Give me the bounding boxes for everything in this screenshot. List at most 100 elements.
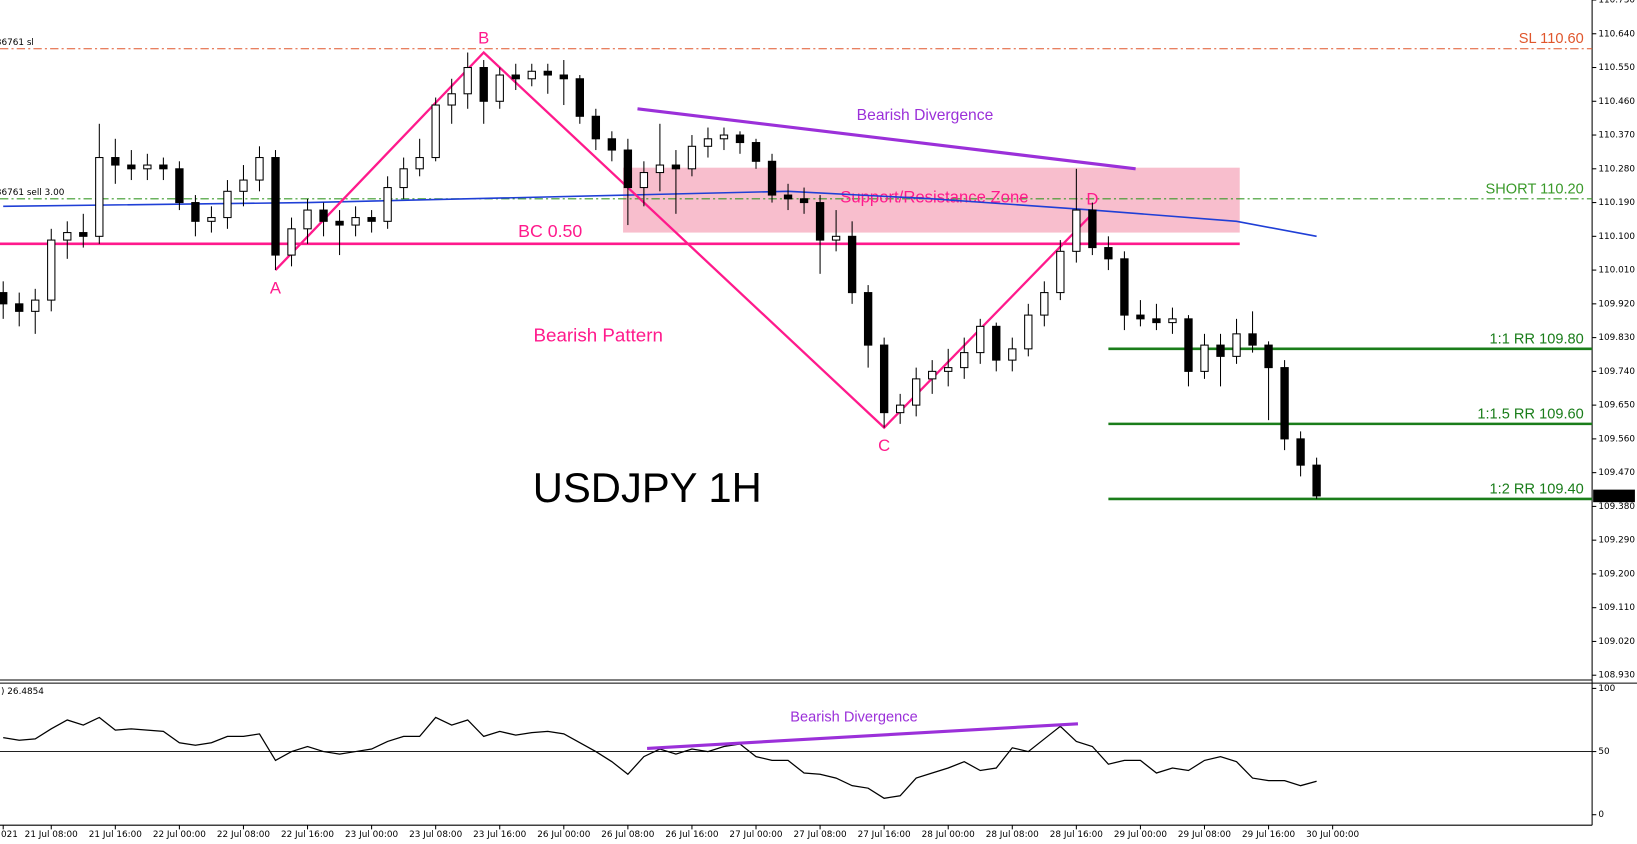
candle-body — [831, 235, 841, 241]
candle-body — [15, 303, 24, 312]
candle-body — [767, 160, 777, 196]
candle-body — [655, 164, 665, 174]
candle-body — [879, 344, 889, 414]
candle-body — [815, 202, 825, 241]
y-tick-label: 109.830 — [1598, 333, 1635, 343]
x-tick-label: 26 Jul 08:00 — [601, 830, 654, 840]
candle-body — [607, 138, 617, 151]
candle-body — [960, 352, 969, 369]
candle-body — [1104, 247, 1113, 260]
candle-body — [367, 217, 376, 222]
bc-label: BC 0.50 — [518, 221, 582, 241]
candle-body — [143, 164, 152, 170]
y-tick-label: 109.380 — [1598, 502, 1635, 512]
y-tick-label: 109.470 — [1598, 468, 1635, 478]
candle-body — [1072, 209, 1081, 252]
candle-body — [287, 228, 296, 256]
y-tick-label: 110.370 — [1598, 131, 1635, 141]
candle-body — [447, 93, 456, 106]
candle-body — [1216, 344, 1225, 357]
y-tick-label: 109.740 — [1598, 367, 1635, 377]
candle-body — [976, 325, 985, 354]
candle-body — [687, 145, 697, 170]
y-tick-label: 109.920 — [1598, 299, 1635, 309]
candle-body — [0, 292, 8, 305]
candle-body — [127, 164, 136, 170]
x-tick-label: 28 Jul 16:00 — [1050, 830, 1103, 840]
x-tick-label: 27 Jul 16:00 — [858, 830, 911, 840]
x-tick-label: 22 Jul 08:00 — [217, 830, 270, 840]
level-label: 1:2 RR 109.40 — [1490, 481, 1584, 497]
y-tick-label: 110.460 — [1598, 97, 1635, 107]
pattern-point-label: D — [1086, 190, 1098, 209]
x-tick-label: 26 Jul 00:00 — [537, 830, 590, 840]
y-tick-label: 109.020 — [1598, 637, 1635, 647]
pattern-point-label: C — [878, 436, 890, 455]
candle-body — [559, 74, 568, 80]
current-price-label: 109.408 — [1596, 491, 1633, 501]
x-tick-label: 23 Jul 16:00 — [473, 830, 526, 840]
chart-title: USDJPY 1H — [533, 464, 762, 511]
candle-body — [799, 198, 809, 204]
candle-body — [319, 209, 328, 222]
x-tick-label: 29 Jul 00:00 — [1114, 830, 1167, 840]
indicator-label: ) 26.4854 — [1, 687, 44, 697]
candle-body — [1312, 464, 1321, 497]
candle-body — [239, 179, 248, 192]
candle-body — [639, 172, 649, 189]
candle-body — [1024, 314, 1033, 350]
level-label: SL 110.60 — [1519, 31, 1584, 47]
candle-body — [95, 157, 104, 237]
x-tick-label: 21 Jul 16:00 — [89, 830, 142, 840]
y-tick-label: 109.290 — [1598, 536, 1635, 546]
candle-body — [1248, 333, 1257, 346]
rsi-divergence-line — [647, 722, 1079, 750]
candle-body — [623, 149, 633, 189]
x-tick-label: 28 Jul 00:00 — [922, 830, 975, 840]
candle-body — [63, 232, 72, 241]
divergence-label: Bearish Divergence — [857, 107, 994, 124]
rsi-y-tick-label: 50 — [1598, 747, 1610, 757]
pattern-label: Bearish Pattern — [534, 324, 663, 345]
candle-body — [495, 74, 504, 102]
x-tick-label: 29 Jul 08:00 — [1178, 830, 1231, 840]
pattern-line — [274, 50, 1094, 430]
y-tick-label: 110.280 — [1598, 164, 1635, 174]
x-tick-label: 22 Jul 16:00 — [281, 830, 334, 840]
pattern-point-label: A — [270, 278, 282, 297]
candle-body — [1296, 438, 1305, 466]
candle-body — [992, 325, 1001, 361]
candle-body — [783, 194, 793, 200]
candle-body — [719, 134, 729, 140]
rsi-divergence-label: Bearish Divergence — [790, 709, 917, 725]
candle-body — [703, 138, 713, 147]
y-tick-label: 109.110 — [1598, 603, 1635, 613]
candle-body — [1264, 344, 1273, 369]
candle-body — [944, 367, 953, 372]
candle-body — [399, 168, 408, 189]
y-tick-label: 110.730 — [1598, 0, 1635, 6]
x-tick-label: 27 Jul 08:00 — [794, 830, 847, 840]
x-tick-label: 23 Jul 08:00 — [409, 830, 462, 840]
x-tick-label: 23 Jul 00:00 — [345, 830, 398, 840]
candle-body — [335, 220, 344, 226]
candle-body — [1008, 348, 1017, 361]
candle-body — [1040, 292, 1049, 316]
candle-body — [303, 209, 312, 230]
candle-body — [928, 370, 937, 380]
y-tick-label: 110.100 — [1598, 232, 1635, 242]
x-tick-label: 30 Jul 00:00 — [1306, 830, 1359, 840]
candle-body — [431, 104, 440, 159]
candle-body — [111, 157, 120, 166]
candle-body — [415, 157, 424, 170]
y-tick-label: 109.560 — [1598, 434, 1635, 444]
x-tick-label: 29 Jul 16:00 — [1242, 830, 1295, 840]
candle-body — [191, 202, 200, 222]
level-label: 1:1.5 RR 109.60 — [1477, 406, 1583, 422]
rsi-y-tick-label: 100 — [1598, 684, 1615, 694]
y-tick-label: 109.200 — [1598, 569, 1635, 579]
candle-body — [847, 235, 857, 294]
candle-body — [671, 164, 681, 170]
